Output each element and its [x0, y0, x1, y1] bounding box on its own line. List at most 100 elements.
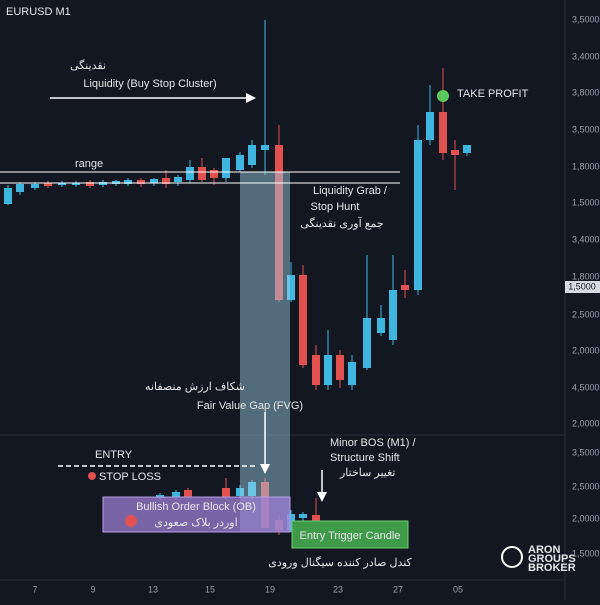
candle-body: [86, 182, 94, 186]
annotation: Minor BOS (M1) /: [330, 437, 417, 449]
candle-body: [210, 170, 218, 178]
candle-body: [439, 112, 447, 153]
logo: GROUPS: [528, 553, 576, 565]
candle-body: [222, 158, 230, 178]
candle-body: [124, 180, 132, 184]
annotation: range: [75, 158, 103, 170]
logo: ARON: [528, 544, 560, 556]
fvg-zone: [240, 172, 290, 532]
candle-body: [186, 167, 194, 180]
annotation: Stop Hunt: [311, 201, 360, 213]
tp-dot: [437, 90, 449, 102]
price-label: 2,0000: [572, 513, 600, 523]
arrow-head: [317, 492, 327, 502]
annotation: TAKE PROFIT: [457, 88, 529, 100]
candles: [4, 20, 471, 535]
candle-body: [312, 515, 320, 522]
candle-body: [16, 184, 24, 192]
candle-body: [426, 112, 434, 140]
price-tag-bg: [565, 281, 600, 293]
annotation: تغییر ساختار: [339, 467, 395, 479]
price-label: 3,5000: [572, 124, 600, 134]
candle-body: [463, 145, 471, 153]
candle-body: [150, 179, 158, 183]
stop-dot: [88, 472, 96, 480]
annotation: Structure Shift: [330, 452, 400, 464]
arrow-head: [246, 93, 256, 103]
annotation: Liquidity (Buy Stop Cluster): [83, 78, 216, 90]
price-label: 2,5000: [572, 309, 600, 319]
candle-body: [31, 184, 39, 188]
candle-body: [248, 482, 256, 496]
time-label: 05: [453, 584, 463, 594]
candle-body: [348, 362, 356, 385]
price-label: 4,5000: [572, 382, 600, 392]
candle-body: [414, 140, 422, 290]
candle-body: [377, 318, 385, 333]
candle-body: [172, 492, 180, 497]
time-label: 7: [32, 584, 37, 594]
candle-body: [44, 183, 52, 186]
order-block: [102, 496, 291, 533]
candle-body: [451, 150, 459, 155]
price-label: 1,8000: [572, 161, 600, 171]
symbol: EURUSD M1: [6, 6, 71, 18]
price-label: 3,8000: [572, 87, 600, 97]
candle-body: [401, 285, 409, 290]
price-label: 1,5000: [572, 548, 600, 558]
annotation: Entry Trigger Candle: [300, 530, 401, 542]
candle-body: [236, 155, 244, 170]
annotation: Fair Value Gap (FVG): [197, 400, 303, 412]
annotation: Liquidity Grab /: [313, 185, 388, 197]
candle-body: [184, 490, 192, 497]
candle-body: [336, 355, 344, 380]
time-label: 27: [393, 584, 403, 594]
annotation: Bullish Order Block (OB): [136, 501, 256, 513]
candle-body: [248, 145, 256, 165]
annotation: کندل صادر کننده سیگنال ورودی: [268, 556, 412, 569]
price-label: 2,0000: [572, 345, 600, 355]
candle-body: [162, 178, 170, 184]
annotation: نقدینگی: [70, 59, 106, 72]
candle-body: [324, 355, 332, 385]
logo: BROKER: [528, 562, 576, 574]
candle-body: [299, 514, 307, 518]
candle-body: [287, 275, 295, 300]
time-label: 23: [333, 584, 343, 594]
candle-body: [363, 318, 371, 368]
time-label: 19: [265, 584, 275, 594]
arrow-head: [260, 464, 270, 474]
price-label: 2,5000: [572, 481, 600, 491]
annotation: STOP LOSS: [99, 471, 161, 483]
candle-body: [261, 145, 269, 150]
trigger-box: [291, 520, 409, 549]
ob-dot: [125, 515, 137, 527]
annotation: ENTRY: [95, 449, 133, 461]
candle-body: [275, 145, 283, 300]
time-label: 9: [90, 584, 95, 594]
candle-body: [299, 275, 307, 365]
candle-body: [287, 514, 295, 530]
candle-body: [58, 183, 66, 185]
price-label: 3,4000: [572, 51, 600, 61]
candle-body: [4, 188, 12, 204]
candle-body: [137, 180, 145, 184]
annotation: اوردر بلاک صعودی: [154, 517, 237, 529]
logo-icon: [501, 546, 523, 568]
price-label: 2,0000: [572, 418, 600, 428]
price-tag: 1,5000: [568, 281, 596, 291]
candle-body: [174, 177, 182, 182]
price-label: 3,4000: [572, 234, 600, 244]
time-label: 15: [205, 584, 215, 594]
price-label: 3,5000: [572, 14, 600, 24]
candle-body: [222, 488, 230, 497]
candle-body: [236, 488, 244, 496]
annotation: شکاف ارزش منصفانه: [145, 381, 245, 393]
candle-body: [389, 290, 397, 340]
candle-body: [198, 167, 206, 180]
annotation: جمع آوری نقدینگی: [300, 217, 383, 230]
candle-body: [312, 355, 320, 385]
time-label: 13: [148, 584, 158, 594]
candle-body: [72, 183, 80, 185]
